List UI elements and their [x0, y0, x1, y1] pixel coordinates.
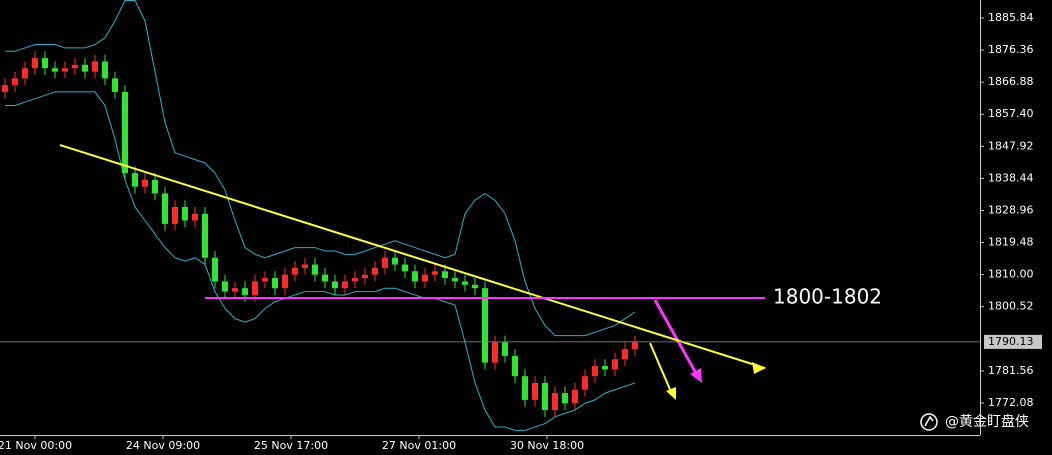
candle-body: [222, 281, 228, 292]
candle-body: [52, 68, 58, 72]
y-tick-label: 1866.88: [988, 75, 1034, 88]
candle-body: [462, 281, 468, 285]
candle-body: [432, 271, 438, 275]
candle-body: [12, 78, 18, 86]
y-tick-label: 1857.40: [988, 107, 1034, 120]
candle-body: [342, 281, 348, 289]
candle-body: [202, 213, 208, 258]
candle-body: [2, 85, 8, 92]
line-label: 1800-1802: [773, 285, 882, 309]
icon: [924, 415, 934, 427]
candle-body: [592, 366, 598, 377]
candle-body: [182, 206, 188, 221]
candle-body: [242, 288, 248, 295]
y-tick-label: 1781.56: [988, 364, 1034, 377]
candle-body: [42, 58, 48, 69]
arrow-head: [666, 387, 676, 400]
candle-body: [632, 342, 638, 350]
candle-body: [92, 61, 98, 72]
y-tick-label: 1810.00: [988, 268, 1034, 281]
watermark-icon: [920, 413, 938, 431]
candle-body: [192, 213, 198, 221]
candle-body: [212, 257, 218, 282]
candle-body: [142, 179, 148, 187]
candle-body: [282, 274, 288, 289]
candle-body: [522, 376, 528, 400]
candle-body: [392, 257, 398, 265]
candle-body: [252, 281, 258, 295]
candle-body: [512, 355, 518, 377]
band-line: [5, 0, 636, 337]
candle-body: [82, 64, 88, 72]
candle-body: [232, 288, 238, 292]
arrow-head: [690, 368, 702, 383]
candle-body: [422, 274, 428, 282]
arrow: [653, 299, 699, 376]
candle-body: [72, 64, 78, 69]
x-tick-label: 25 Nov 17:00: [254, 439, 328, 452]
candle-body: [172, 206, 178, 224]
candle-body: [602, 366, 608, 370]
candle-body: [562, 393, 568, 404]
candle-body: [352, 278, 358, 282]
last-price-box: [984, 334, 1042, 349]
y-tick-label: 1838.44: [988, 171, 1034, 184]
candle-body: [272, 278, 278, 289]
candle-body: [572, 389, 578, 404]
y-tick-label: 1800.52: [988, 300, 1034, 313]
candle-body: [362, 274, 368, 279]
last-price-label: 1790.13: [988, 335, 1034, 348]
candle-body: [312, 264, 318, 275]
watermark: @黄金盯盘侠: [945, 413, 1029, 430]
candle-body: [382, 257, 388, 268]
y-tick-label: 1819.48: [988, 236, 1034, 249]
candle-body: [542, 382, 548, 411]
candle-body: [552, 393, 558, 411]
candle-body: [532, 382, 538, 400]
candle-body: [112, 78, 118, 92]
candle-body: [322, 274, 328, 282]
candle-body: [482, 288, 488, 363]
candle-body: [472, 284, 478, 289]
y-tick-label: 1772.08: [988, 396, 1034, 409]
candle-body: [582, 376, 588, 390]
candle-body: [622, 349, 628, 360]
candle-body: [502, 342, 508, 356]
candle-body: [262, 278, 268, 282]
x-tick-label: 24 Nov 09:00: [126, 439, 200, 452]
arrow: [649, 342, 673, 395]
candle-body: [492, 342, 498, 363]
candle-body: [162, 193, 168, 224]
candle-body: [22, 68, 28, 79]
icon: [920, 413, 938, 431]
candle-body: [442, 271, 448, 279]
candle-body: [402, 264, 408, 272]
x-tick-label: 27 Nov 01:00: [382, 439, 456, 452]
candle-body: [612, 359, 618, 370]
candle-body: [332, 281, 338, 289]
x-tick-label: 30 Nov 18:00: [510, 439, 584, 452]
y-tick-label: 1885.84: [988, 11, 1034, 24]
y-tick-label: 1828.96: [988, 203, 1034, 216]
candle-body: [132, 173, 138, 187]
band-line: [5, 91, 636, 431]
trend-line: [59, 144, 766, 370]
candle-body: [412, 271, 418, 282]
candle-body: [302, 264, 308, 268]
y-tick-label: 1847.92: [988, 139, 1034, 152]
candle-body: [292, 267, 298, 275]
candle-body: [62, 68, 68, 72]
candle-body: [152, 179, 158, 194]
candle-body: [452, 278, 458, 282]
candle-body: [102, 61, 108, 79]
candle-body: [372, 267, 378, 275]
y-tick-label: 1876.36: [988, 43, 1034, 56]
x-tick-label: 21 Nov 00:00: [0, 439, 72, 452]
candle-body: [122, 91, 128, 174]
candle-body: [32, 58, 38, 69]
